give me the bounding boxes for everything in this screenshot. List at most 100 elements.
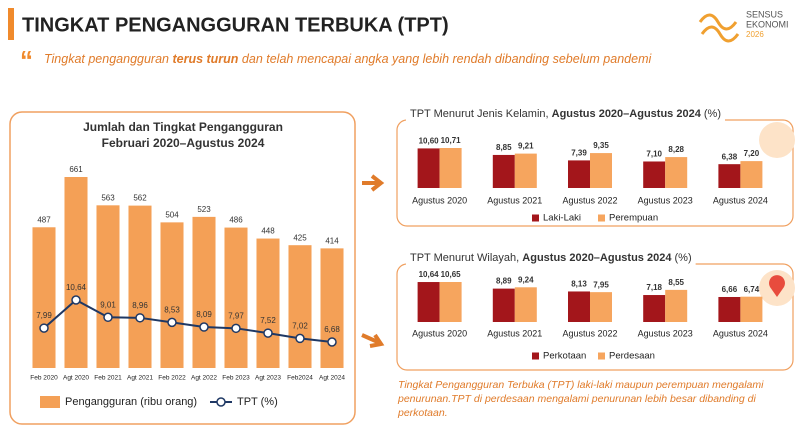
line-marker bbox=[231, 323, 241, 334]
value-label: 9,24 bbox=[518, 275, 534, 284]
line-marker bbox=[167, 317, 177, 328]
location-pin bbox=[768, 275, 785, 297]
value-label: 6,66 bbox=[722, 285, 738, 294]
bar bbox=[590, 153, 612, 188]
chart-title-part: Agustus 2020–Agustus 2024 bbox=[552, 108, 702, 120]
logo-text: EKONOMI bbox=[746, 19, 789, 29]
x-tick-label: Agustus 2020 bbox=[412, 328, 467, 338]
value-label: 8,13 bbox=[571, 280, 587, 289]
value-label: 7,99 bbox=[36, 311, 52, 320]
bar bbox=[288, 245, 312, 368]
x-tick-label: Feb 2022 bbox=[158, 375, 186, 382]
value-label: 10,71 bbox=[441, 136, 462, 145]
bar bbox=[718, 296, 741, 322]
x-tick-label: Agustus 2022 bbox=[562, 328, 617, 338]
x-tick-label: Agustus 2022 bbox=[562, 195, 617, 205]
chart-title: Februari 2020–Agustus 2024 bbox=[102, 136, 265, 150]
value-label: 7,20 bbox=[744, 149, 760, 158]
quote-part: Tingkat pengangguran bbox=[44, 52, 172, 66]
bar bbox=[256, 238, 280, 368]
bar bbox=[192, 216, 216, 368]
bar bbox=[64, 177, 88, 368]
value-label: 10,64 bbox=[419, 270, 440, 279]
value-label: 523 bbox=[197, 205, 211, 214]
value-label: 9,35 bbox=[593, 141, 609, 150]
value-label: 10,65 bbox=[441, 270, 462, 279]
value-label: 6,68 bbox=[324, 325, 340, 334]
x-tick-label: Feb 2020 bbox=[30, 375, 58, 382]
legend-label: Pengangguran (ribu orang) bbox=[65, 396, 197, 408]
arrow bbox=[361, 333, 385, 348]
bar bbox=[718, 164, 741, 188]
value-label: 8,96 bbox=[132, 301, 148, 310]
bar bbox=[32, 227, 56, 368]
bar bbox=[740, 296, 763, 322]
note: Tingkat Pengangguran Terbuka (TPT) laki-… bbox=[398, 379, 764, 419]
x-tick-label: Agt 2022 bbox=[191, 375, 217, 382]
value-label: 8,28 bbox=[668, 145, 684, 154]
bar bbox=[439, 148, 462, 188]
bar bbox=[439, 282, 462, 322]
bar bbox=[492, 154, 515, 188]
bar bbox=[665, 157, 688, 188]
value-label: 9,01 bbox=[100, 300, 116, 309]
bar bbox=[320, 248, 344, 368]
logo-text: 2026 bbox=[746, 30, 764, 39]
legend-marker bbox=[216, 397, 226, 407]
quote-mark: “ bbox=[20, 45, 33, 75]
legend-label: Perdesaan bbox=[609, 351, 655, 362]
value-label: 414 bbox=[325, 236, 339, 245]
chart-title-part: Agustus 2020–Agustus 2024 bbox=[522, 252, 672, 264]
bar bbox=[96, 205, 120, 368]
bar bbox=[514, 287, 537, 322]
value-label: 6,74 bbox=[744, 285, 760, 294]
chart-title: TPT Menurut Wilayah, Agustus 2020–Agustu… bbox=[410, 252, 692, 264]
chart-title-part: TPT Menurut Wilayah, bbox=[410, 252, 522, 264]
x-tick-label: Agustus 2023 bbox=[638, 195, 693, 205]
value-label: 7,18 bbox=[646, 283, 662, 292]
line-marker bbox=[135, 313, 145, 323]
bar bbox=[492, 288, 515, 322]
x-tick-label: Agt 2023 bbox=[255, 375, 281, 382]
logo-mark bbox=[698, 13, 740, 43]
chart-title: TPT Menurut Jenis Kelamin, Agustus 2020–… bbox=[410, 108, 721, 120]
legend-label: Perempuan bbox=[609, 213, 658, 224]
value-label: 563 bbox=[101, 193, 115, 202]
quote-part: terus turun bbox=[172, 52, 238, 66]
chart-title-part: (%) bbox=[701, 108, 721, 120]
value-label: 10,64 bbox=[66, 283, 87, 292]
value-label: 10,60 bbox=[419, 137, 440, 146]
value-label: 6,38 bbox=[722, 152, 738, 161]
legend-label: Laki-Laki bbox=[543, 213, 581, 224]
x-tick-label: Agustus 2020 bbox=[412, 195, 467, 205]
title-bg bbox=[406, 249, 696, 267]
value-label: 661 bbox=[69, 165, 83, 174]
x-tick-label: Agustus 2021 bbox=[487, 328, 542, 338]
legend-label: TPT (%) bbox=[237, 396, 278, 408]
value-label: 9,21 bbox=[518, 142, 534, 151]
value-label: 7,02 bbox=[292, 322, 308, 331]
arrow bbox=[362, 174, 385, 192]
x-tick-label: Feb 2021 bbox=[94, 375, 122, 382]
bar bbox=[568, 160, 590, 188]
x-tick-label: Feb 2023 bbox=[222, 375, 250, 382]
bar bbox=[417, 148, 440, 188]
value-label: 425 bbox=[293, 233, 307, 242]
gender-icon bbox=[759, 122, 795, 158]
legend-swatch bbox=[40, 396, 60, 408]
chart-title-part: (%) bbox=[671, 252, 691, 264]
bar bbox=[160, 222, 184, 368]
line bbox=[43, 298, 333, 343]
value-label: 7,52 bbox=[260, 316, 276, 325]
x-tick-label: Agustus 2021 bbox=[487, 195, 542, 205]
value-label: 487 bbox=[37, 215, 51, 224]
bar bbox=[514, 153, 537, 188]
line-marker bbox=[327, 337, 337, 347]
value-label: 8,09 bbox=[196, 310, 212, 319]
line-marker bbox=[199, 322, 209, 332]
legend-swatch bbox=[598, 214, 605, 222]
bar bbox=[643, 161, 666, 188]
line-marker bbox=[71, 295, 81, 305]
